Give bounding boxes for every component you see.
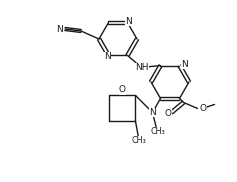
Text: O: O <box>165 109 172 118</box>
Text: N: N <box>182 60 188 69</box>
Text: CH₃: CH₃ <box>131 136 146 145</box>
Text: N: N <box>104 52 111 61</box>
Text: CH₃: CH₃ <box>150 127 165 136</box>
Text: N: N <box>56 25 63 33</box>
Text: O: O <box>200 104 206 113</box>
Text: N: N <box>149 108 156 117</box>
Text: N: N <box>125 17 132 26</box>
Text: O: O <box>119 86 126 94</box>
Text: NH: NH <box>135 63 148 72</box>
